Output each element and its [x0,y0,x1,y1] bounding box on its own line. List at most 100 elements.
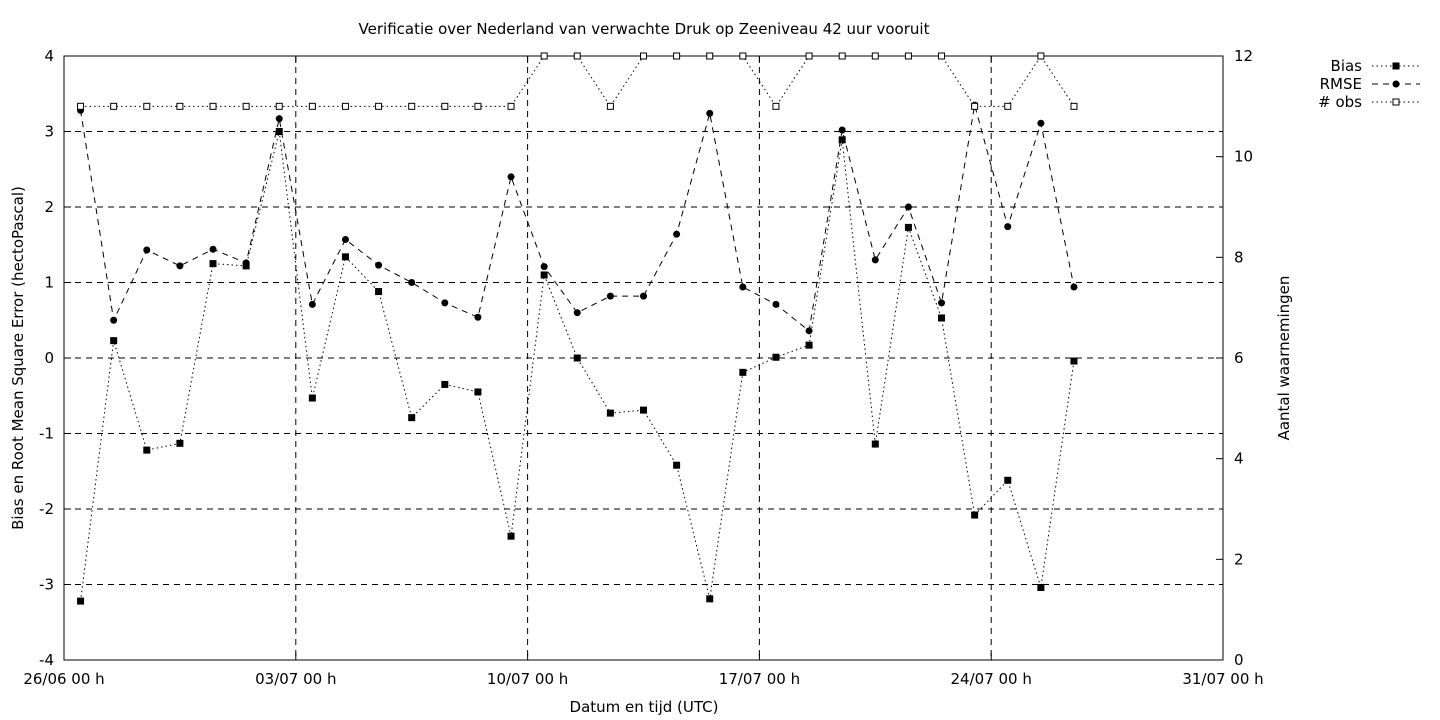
data-point-rmse [441,299,449,307]
data-point-bias [971,511,979,519]
data-point-obs [606,102,614,110]
series-layer [77,52,1078,605]
x-tick-label: 10/07 00 h [487,670,568,688]
x-tick-label: 24/07 00 h [951,670,1032,688]
data-point-bias [1070,357,1078,365]
data-point-bias [838,136,846,144]
x-tick-label: 03/07 00 h [255,670,336,688]
data-point-bias [308,394,316,402]
data-point-obs [971,102,979,110]
y-tick-label: -2 [39,500,54,518]
x-tick-label: 26/06 00 h [23,670,104,688]
data-point-obs [143,102,151,110]
data-point-bias [772,353,780,361]
grid [64,56,1223,660]
data-point-bias [209,260,217,268]
y-tick-label: -4 [39,651,54,669]
data-point-obs [308,102,316,110]
y-tick-label: 4 [44,47,54,65]
data-point-bias [375,288,383,296]
data-point-rmse [474,313,482,321]
data-point-bias [673,461,681,469]
legend-marker-obs [1392,98,1400,106]
data-point-bias [408,414,416,422]
data-point-bias [275,128,283,135]
data-point-bias [341,253,349,261]
data-point-rmse [772,300,780,308]
series-obs [77,52,1078,110]
data-point-bias [904,223,912,231]
data-point-bias [474,388,482,396]
data-point-obs [275,102,283,110]
data-point-obs [1037,52,1045,60]
y2-tick-label: 8 [1234,248,1244,266]
data-point-bias [606,409,614,417]
data-point-bias [507,532,515,540]
data-point-rmse [507,173,515,181]
data-point-rmse [110,316,118,324]
data-point-bias [1004,476,1012,484]
data-point-obs [540,52,548,60]
data-point-bias [110,337,118,345]
data-point-rmse [375,261,383,269]
data-point-bias [938,314,946,322]
data-point-bias [640,406,647,414]
data-point-bias [1037,584,1045,592]
data-point-bias [573,354,581,362]
data-point-obs [474,102,482,110]
data-point-rmse [640,292,647,300]
plot-frame [63,55,1224,661]
data-point-obs [1004,102,1012,110]
legend-marker-rmse [1392,80,1400,88]
y-tick-label: -3 [39,576,54,594]
data-point-rmse [143,246,151,254]
data-point-rmse [805,327,813,335]
data-point-obs [408,102,416,110]
data-point-obs [739,52,747,60]
y-tick-label: 1 [44,274,54,292]
data-point-rmse [176,262,184,270]
y2-axis-label: Aantal waarnemingen [1275,276,1293,441]
legend-marker-bias [1392,62,1400,70]
data-point-obs [110,102,118,110]
y2-tick-label: 2 [1234,550,1244,568]
data-point-obs [507,102,515,110]
data-point-bias [441,380,449,388]
data-point-obs [772,102,780,110]
data-point-rmse [1070,283,1078,291]
data-point-rmse [209,245,217,253]
series-bias [77,128,1078,605]
data-point-rmse [573,309,581,317]
data-point-rmse [1037,119,1045,127]
data-point-obs [871,52,879,60]
series-line-bias [80,131,1075,602]
x-tick-label: 31/07 00 h [1182,670,1263,688]
series-line-rmse [80,104,1075,332]
data-point-obs [441,102,449,110]
data-point-rmse [838,126,846,134]
data-point-obs [1070,102,1078,110]
data-point-rmse [938,299,946,307]
data-point-rmse [1004,223,1012,231]
series-rmse [77,101,1078,335]
data-point-bias [143,446,151,454]
y-tick-label: -1 [39,425,54,443]
y2-tick-label: 6 [1234,349,1244,367]
data-point-bias [805,341,813,349]
data-point-rmse [606,292,614,300]
y-tick-label: 2 [44,198,54,216]
data-point-bias [540,271,548,279]
data-point-obs [375,102,383,110]
data-point-bias [176,439,184,447]
data-point-obs [209,102,217,110]
y2-tick-label: 0 [1234,651,1244,669]
legend-label-rmse: RMSE [1320,75,1362,93]
data-point-obs [573,52,581,60]
data-point-obs [640,52,647,60]
y2-tick-label: 12 [1234,47,1253,65]
data-point-rmse [871,256,879,264]
data-point-rmse [904,203,912,211]
data-point-rmse [540,263,548,271]
